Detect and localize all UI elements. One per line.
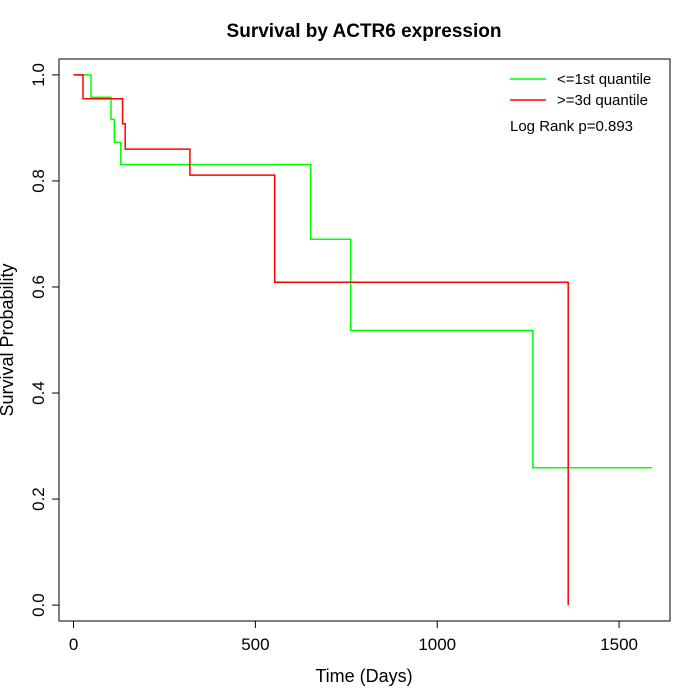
legend: <=1st quantile >=3d quantile <box>510 71 651 109</box>
series-layer <box>73 74 652 606</box>
x-tick-label: 0 <box>69 635 78 654</box>
legend-label-series-1: <=1st quantile <box>557 71 651 88</box>
log-rank-annotation: Log Rank p=0.893 <box>510 118 633 135</box>
y-tick-label: 0.8 <box>29 169 48 193</box>
y-tick-label: 0.4 <box>29 381 48 405</box>
y-tick-label: 1.0 <box>29 63 48 87</box>
series-line-1 <box>73 74 652 469</box>
x-tick-label: 500 <box>241 635 269 654</box>
x-tick-label: 1500 <box>600 635 638 654</box>
x-axis-label: Time (Days) <box>315 666 412 686</box>
x-axis: 0 500 1000 1500 <box>69 620 638 654</box>
legend-label-series-2: >=3d quantile <box>557 92 648 109</box>
y-axis-label: Survival Probability <box>0 263 17 416</box>
series-line-2 <box>73 74 569 606</box>
y-tick-label: 0.2 <box>29 487 48 511</box>
y-tick-label: 0.0 <box>29 593 48 617</box>
y-axis: 0.0 0.2 0.4 0.6 0.8 1.0 <box>29 63 60 617</box>
chart-title: Survival by ACTR6 expression <box>227 21 502 42</box>
x-tick-label: 1000 <box>418 635 456 654</box>
y-tick-label: 0.6 <box>29 275 48 299</box>
